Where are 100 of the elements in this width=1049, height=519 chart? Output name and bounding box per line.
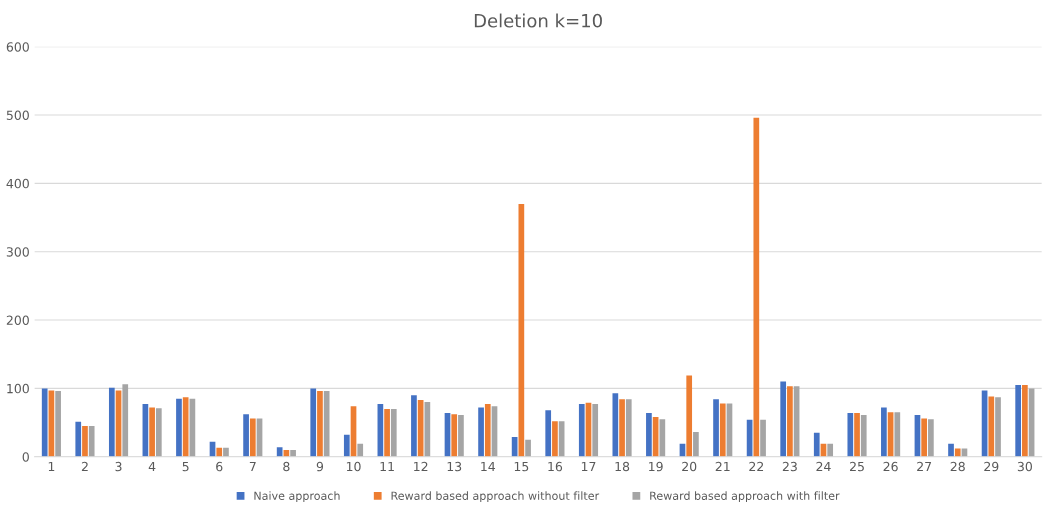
bar (854, 412, 860, 457)
bar (182, 397, 189, 457)
bar (451, 414, 458, 457)
bar (713, 399, 719, 457)
x-tick-label: 10 (346, 461, 361, 472)
x-tick-label: 30 (1017, 461, 1032, 472)
bar (753, 117, 760, 457)
bar (948, 443, 954, 457)
bar (847, 412, 854, 457)
x-tick-label: 8 (283, 461, 290, 472)
x-tick-label: 3 (115, 461, 122, 472)
bar (787, 386, 793, 457)
x-tick-label: 19 (649, 461, 663, 472)
bar (223, 447, 229, 457)
bar (478, 407, 484, 457)
bar (41, 388, 48, 457)
bar (411, 395, 417, 457)
bar (988, 396, 995, 457)
bar (390, 408, 397, 457)
bar (417, 400, 424, 457)
x-tick-label: 9 (316, 461, 324, 472)
bar (659, 419, 666, 457)
bar (216, 447, 223, 457)
x-tick-label: 2 (81, 461, 88, 472)
x-tick-label: 11 (380, 461, 394, 472)
x-tick-label: 6 (216, 461, 223, 472)
x-tick-label: 7 (249, 461, 256, 472)
bar (693, 432, 699, 457)
bar (686, 375, 693, 457)
bar (75, 421, 82, 457)
bar (243, 414, 249, 457)
legend-label: Reward based approach without filter (391, 491, 600, 503)
bar (545, 410, 552, 457)
chart-title: Deletion k=10 (474, 13, 602, 28)
bar (323, 391, 330, 457)
x-tick-label: 13 (447, 461, 462, 472)
y-tick-label: 600 (6, 42, 29, 52)
bar (780, 381, 787, 457)
bar (249, 418, 256, 457)
x-tick-label: 23 (782, 461, 797, 472)
y-tick-label: 0 (22, 452, 29, 462)
x-tick-label: 15 (514, 461, 529, 472)
bar (176, 398, 182, 457)
bar (1015, 384, 1022, 457)
bar (149, 407, 155, 457)
x-tick-label: 17 (581, 461, 596, 472)
y-tick-label: 500 (6, 110, 29, 120)
bar (310, 388, 317, 457)
x-tick-label: 26 (883, 461, 898, 472)
bar (55, 391, 61, 457)
bar (760, 419, 766, 457)
bar (484, 404, 491, 457)
y-tick-label: 200 (6, 315, 29, 325)
bar (88, 425, 95, 457)
x-tick-label: 27 (917, 461, 932, 472)
legend-label: Naive approach (254, 491, 340, 503)
y-tick-label: 100 (7, 383, 29, 394)
bar (155, 408, 162, 457)
bar (525, 439, 531, 457)
bar (719, 403, 726, 457)
bar (384, 408, 390, 457)
bar (518, 203, 525, 457)
x-tick-label: 22 (749, 461, 764, 472)
bar (317, 391, 323, 457)
bar (921, 418, 928, 457)
bar (108, 387, 115, 457)
bar (860, 415, 867, 457)
bar (625, 399, 632, 457)
x-tick-label: 16 (548, 461, 563, 472)
x-tick-label: 21 (715, 461, 730, 472)
x-tick-label: 25 (850, 461, 864, 472)
legend-label: Reward based approach with filter (650, 491, 840, 503)
bar (343, 434, 350, 457)
bar (458, 415, 464, 457)
y-tick-label: 300 (6, 247, 29, 257)
x-tick-label: 28 (950, 461, 965, 472)
bar (827, 443, 834, 457)
bar (82, 425, 88, 457)
bar (894, 412, 901, 457)
bar (122, 384, 129, 457)
x-tick-label: 18 (615, 461, 630, 472)
bar (995, 397, 1001, 457)
x-tick-label: 12 (414, 461, 428, 472)
x-tick-label: 5 (182, 461, 189, 472)
x-tick-label: 29 (984, 461, 999, 472)
bar (612, 393, 619, 457)
x-tick-label: 24 (816, 461, 831, 472)
bar (928, 419, 934, 457)
x-tick-label: 4 (148, 461, 156, 472)
bar (592, 404, 599, 457)
bar (290, 449, 296, 457)
bar (552, 421, 558, 457)
x-tick-label: 1 (48, 461, 55, 472)
x-tick-label: 14 (481, 461, 496, 472)
bar (646, 412, 652, 457)
x-tick-label: 20 (682, 461, 697, 472)
bar (1022, 384, 1028, 457)
y-tick-label: 400 (6, 178, 29, 189)
bar (619, 399, 625, 457)
bar (813, 432, 820, 457)
